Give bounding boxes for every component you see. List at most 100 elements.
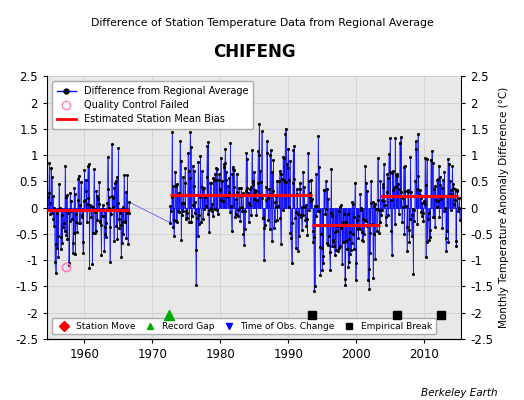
Point: [180, 200, 188, 206]
Point: [280, 178, 289, 185]
Point: [374, 155, 382, 161]
Point: [89, 204, 97, 210]
Point: [54, 181, 63, 187]
Point: [273, 216, 281, 223]
Point: [95, 218, 104, 224]
Point: [271, 199, 279, 206]
Point: [68, 216, 76, 222]
Point: [75, 219, 84, 226]
Point: [335, 208, 343, 214]
Point: [216, 155, 225, 162]
Point: [432, 196, 440, 203]
Point: [405, 238, 413, 245]
Point: [296, 180, 304, 186]
Point: [239, 230, 248, 237]
Point: [106, 223, 115, 230]
Point: [250, 196, 258, 202]
Point: [337, 202, 346, 208]
Point: [198, 184, 206, 190]
Point: [240, 242, 248, 248]
Point: [419, 218, 428, 224]
Point: [312, 171, 320, 177]
Point: [388, 252, 396, 258]
Point: [396, 139, 404, 146]
Point: [64, 262, 73, 268]
Point: [187, 219, 195, 225]
Point: [219, 198, 227, 204]
Point: [80, 198, 88, 204]
Point: [354, 212, 362, 219]
Point: [280, 155, 288, 161]
Point: [418, 200, 427, 206]
Point: [347, 247, 355, 254]
Point: [49, 216, 58, 222]
Point: [357, 207, 365, 214]
Point: [326, 210, 335, 216]
Point: [391, 172, 400, 178]
Point: [230, 184, 238, 191]
Point: [425, 236, 433, 243]
Point: [77, 179, 85, 185]
Point: [58, 240, 67, 246]
Point: [113, 174, 121, 180]
Point: [425, 227, 434, 234]
Point: [383, 171, 391, 178]
Point: [214, 177, 223, 183]
Point: [311, 202, 320, 209]
Point: [317, 231, 325, 237]
Point: [366, 230, 375, 236]
Point: [57, 245, 65, 252]
Point: [300, 204, 309, 210]
Point: [397, 134, 405, 140]
Point: [301, 202, 310, 208]
Point: [368, 221, 376, 227]
Point: [191, 198, 200, 205]
Point: [212, 177, 220, 183]
Point: [282, 126, 290, 132]
Point: [263, 149, 271, 156]
Point: [393, 173, 401, 180]
Point: [206, 180, 214, 186]
Point: [227, 203, 235, 210]
Point: [169, 182, 178, 189]
Point: [289, 180, 297, 186]
Point: [233, 171, 241, 177]
Title: CHIFENG: CHIFENG: [213, 43, 296, 61]
Point: [378, 207, 386, 214]
Point: [362, 218, 370, 224]
Point: [429, 214, 438, 220]
Point: [86, 202, 94, 208]
Point: [332, 222, 341, 228]
Point: [305, 190, 314, 196]
Point: [446, 207, 455, 214]
Point: [246, 186, 255, 192]
Point: [56, 205, 64, 211]
Point: [344, 264, 352, 270]
Point: [331, 251, 339, 258]
Point: [343, 211, 352, 218]
Point: [111, 180, 119, 186]
Point: [179, 174, 187, 181]
Point: [388, 170, 397, 176]
Point: [402, 203, 410, 210]
Point: [334, 248, 342, 254]
Point: [409, 206, 417, 212]
Point: [284, 146, 292, 152]
Point: [420, 201, 429, 208]
Point: [410, 218, 418, 224]
Point: [433, 176, 442, 182]
Point: [242, 188, 250, 194]
Point: [412, 146, 420, 152]
Point: [443, 228, 452, 234]
Point: [251, 190, 259, 196]
Point: [104, 186, 112, 193]
Point: [245, 200, 253, 206]
Point: [342, 238, 350, 245]
Point: [43, 194, 52, 200]
Point: [417, 209, 425, 216]
Point: [373, 228, 381, 234]
Point: [442, 193, 451, 199]
Point: [108, 194, 117, 201]
Point: [379, 181, 387, 188]
Point: [231, 214, 239, 220]
